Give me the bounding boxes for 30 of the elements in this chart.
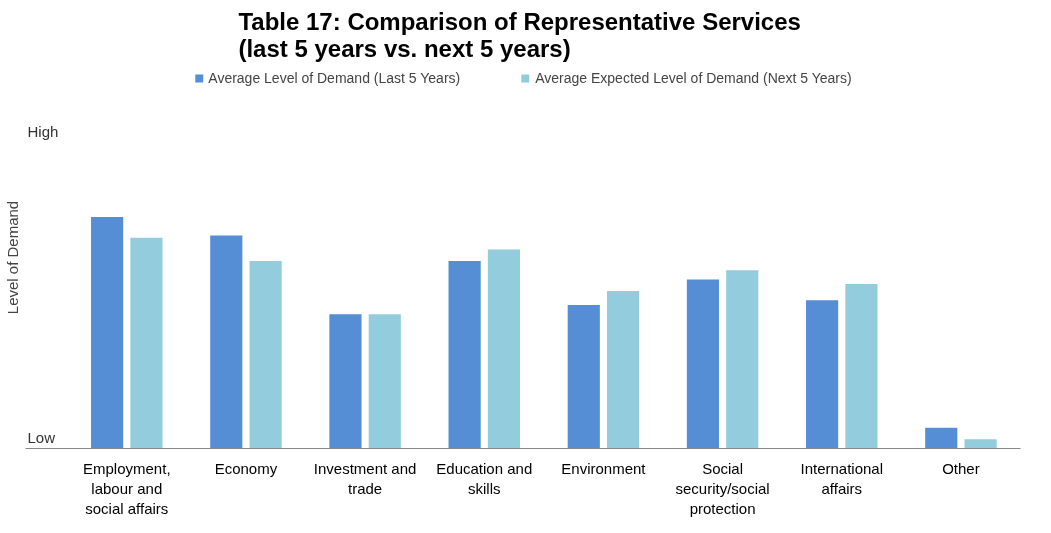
x-tick-label: Social security/social protection bbox=[675, 459, 770, 518]
bar bbox=[448, 260, 481, 449]
legend-label: Average Level of Demand (Last 5 Years) bbox=[208, 70, 461, 86]
x-tick-label: Economy bbox=[214, 459, 278, 477]
x-tick-label: Education and skills bbox=[436, 459, 533, 497]
legend-label: Average Expected Level of Demand (Next 5 Years) bbox=[535, 70, 852, 86]
bar bbox=[368, 314, 401, 449]
x-tick-label: Other bbox=[942, 459, 980, 477]
bar bbox=[726, 270, 759, 449]
bar bbox=[329, 314, 362, 449]
bar bbox=[925, 427, 958, 449]
bar bbox=[130, 237, 163, 449]
bar bbox=[686, 279, 720, 449]
x-tick-label: Environment bbox=[561, 459, 647, 477]
chart-title: Table 17: Comparison of Representative Services (last 5 years vs. next 5 years) bbox=[238, 7, 801, 62]
annotation: Low bbox=[27, 428, 56, 446]
y-axis-title: Level of Demand bbox=[3, 200, 21, 315]
text: High bbox=[27, 122, 59, 140]
bar bbox=[567, 304, 600, 449]
bar bbox=[210, 235, 243, 449]
bar bbox=[249, 260, 282, 449]
x-tick-label: International affairs bbox=[800, 459, 884, 497]
bar bbox=[964, 439, 997, 449]
bar bbox=[845, 284, 878, 449]
x-tick-label: Investment and trade bbox=[313, 459, 417, 497]
bar bbox=[607, 291, 640, 449]
bar bbox=[806, 300, 839, 449]
x-tick-label: Employment, labour and social affairs bbox=[83, 459, 171, 518]
bar bbox=[91, 216, 124, 449]
bar bbox=[487, 249, 521, 449]
